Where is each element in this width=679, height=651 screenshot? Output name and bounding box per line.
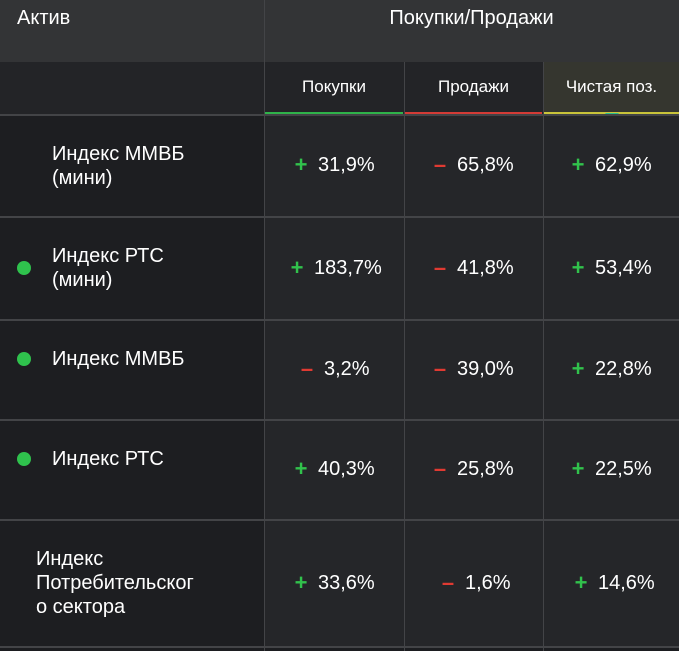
plus-icon: + <box>571 356 585 381</box>
sell-value: –1,6% <box>437 570 511 596</box>
row-divider <box>0 319 679 321</box>
minus-icon: – <box>433 152 447 177</box>
net-value: +22,8% <box>567 356 652 382</box>
minus-icon: – <box>300 356 314 381</box>
buy-value: +31,9% <box>290 152 375 178</box>
minus-icon: – <box>433 456 447 481</box>
column-divider <box>543 62 544 651</box>
row-divider <box>0 216 679 218</box>
row-divider <box>0 519 679 521</box>
table-row[interactable]: Индекс Потребительског о сектора +33,6% … <box>0 521 679 646</box>
buy-value: +33,6% <box>290 570 375 596</box>
table-row[interactable]: Индекс ММВБ (мини) +31,9% –65,8% +62,9% <box>0 116 679 288</box>
asset-column-header[interactable]: Актив <box>17 7 71 29</box>
column-divider <box>264 0 265 651</box>
sell-value: –25,8% <box>429 456 514 482</box>
plus-icon: + <box>290 255 304 280</box>
net-value: +22,5% <box>567 456 652 482</box>
buy-value: +183,7% <box>286 255 382 281</box>
table-header: Актив Покупки/Продажи <box>0 0 679 62</box>
minus-icon: – <box>433 356 447 381</box>
row-divider <box>0 114 679 116</box>
table-row[interactable]: Индекс РТС +40,3% –25,8% +22,5% <box>0 421 679 519</box>
plus-icon: + <box>571 152 585 177</box>
status-dot-icon <box>17 261 31 275</box>
minus-icon: – <box>433 255 447 280</box>
net-value: +53,4% <box>567 255 652 281</box>
asset-name: Индекс ММВБ <box>52 348 185 370</box>
sell-column-header[interactable]: Продажи <box>405 62 542 114</box>
plus-icon: + <box>571 456 585 481</box>
sell-value: –65,8% <box>429 152 514 178</box>
plus-icon: + <box>294 456 308 481</box>
sell-value: –39,0% <box>429 356 514 382</box>
plus-icon: + <box>294 570 308 595</box>
table-row[interactable]: Индекс РТС (мини) +183,7% –41,8% +53,4% <box>0 218 679 319</box>
buy-value: +40,3% <box>290 456 375 482</box>
column-divider <box>404 62 405 651</box>
net-value: +62,9% <box>567 152 652 178</box>
status-dot-icon <box>17 452 31 466</box>
row-divider <box>0 419 679 421</box>
net-position-column-header[interactable]: Чистая поз. <box>544 62 679 114</box>
net-value: +14,6% <box>570 570 655 596</box>
asset-name: Индекс Потребительског о сектора <box>36 548 194 618</box>
asset-name: Индекс РТС (мини) <box>52 245 164 291</box>
sell-value: –41,8% <box>429 255 514 281</box>
row-divider <box>0 646 679 648</box>
buy-column-header[interactable]: Покупки <box>265 62 403 114</box>
plus-icon: + <box>574 570 588 595</box>
plus-icon: + <box>571 255 585 280</box>
asset-name: Индекс ММВБ (мини) <box>52 143 185 189</box>
status-dot-icon <box>17 352 31 366</box>
asset-name: Индекс РТС <box>52 448 164 470</box>
table-row[interactable]: Индекс ММВБ –3,2% –39,0% +22,8% <box>0 321 679 419</box>
minus-icon: – <box>441 570 455 595</box>
buy-value: –3,2% <box>296 356 370 382</box>
buy-sell-group-header: Покупки/Продажи <box>389 7 554 29</box>
plus-icon: + <box>294 152 308 177</box>
